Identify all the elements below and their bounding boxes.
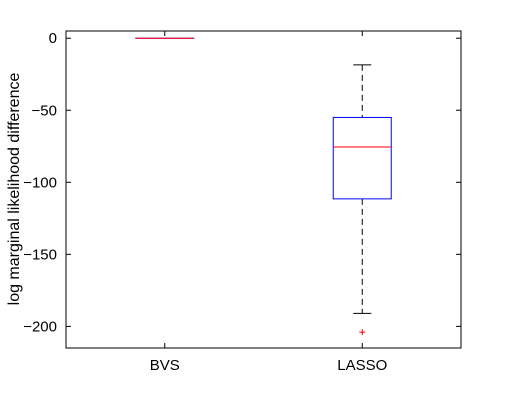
y-tick-label: −100 bbox=[23, 174, 57, 191]
box-series bbox=[135, 37, 392, 336]
y-tick-label: 0 bbox=[49, 30, 57, 47]
box bbox=[332, 116, 392, 200]
y-tick-label: −200 bbox=[23, 318, 57, 335]
x-tick-label: LASSO bbox=[337, 357, 387, 374]
plot-area bbox=[65, 30, 462, 349]
y-axis-title: log marginal likelihood difference bbox=[6, 73, 23, 306]
y-tick-label: −50 bbox=[32, 102, 57, 119]
y-axis: 0 −50 −100 −150 −200 bbox=[23, 30, 461, 335]
x-axis: BVS LASSO bbox=[150, 31, 387, 374]
x-tick-label: BVS bbox=[150, 357, 180, 374]
y-tick-label: −150 bbox=[23, 246, 57, 263]
